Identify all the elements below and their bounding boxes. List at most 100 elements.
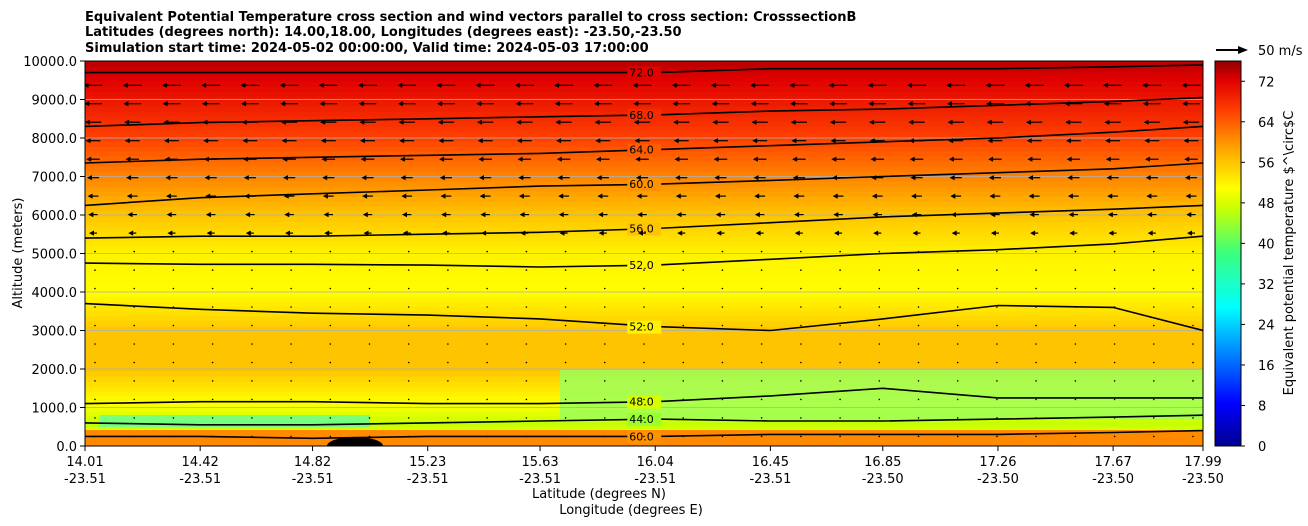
wind-vector (1035, 380, 1037, 382)
wind-vector-head (89, 230, 94, 236)
wind-vector (290, 343, 292, 345)
wind-vector-head (948, 138, 954, 144)
wind-vector-head (1024, 82, 1030, 88)
wind-vector (878, 269, 881, 271)
wind-vector (133, 287, 135, 290)
theta-e-band (85, 241, 1203, 247)
wind-vector-head (441, 212, 447, 218)
wind-vector (1113, 306, 1116, 308)
wind-vector-head (673, 119, 679, 125)
wind-vector (447, 250, 449, 253)
wind-vector-head (1065, 138, 1071, 144)
wind-vector-head (165, 175, 171, 181)
wind-vector-head (635, 175, 641, 181)
wind-vector-head (1066, 156, 1072, 162)
wind-vector-head (754, 193, 760, 199)
wind-vector (251, 250, 253, 253)
wind-vector (133, 417, 135, 419)
wind-vector-head (519, 212, 525, 218)
wind-vector (604, 398, 606, 401)
wind-vector (917, 435, 920, 438)
wind-vector-head (321, 156, 327, 162)
wind-vector (760, 380, 763, 382)
colorbar-tick-label: 24 (1258, 318, 1275, 333)
wind-vector (486, 343, 488, 345)
wind-vector-head (947, 119, 953, 125)
wind-vector (172, 306, 175, 308)
wind-vector (447, 324, 449, 327)
wind-vector-head (244, 193, 250, 199)
wind-vector-head (1182, 101, 1188, 107)
wind-vector (94, 435, 96, 438)
wind-vector-head (1026, 119, 1031, 125)
wind-vector (447, 417, 449, 419)
wind-vector (643, 306, 645, 308)
wind-vector-head (598, 212, 604, 218)
wind-vector-head (324, 230, 330, 236)
wind-vector (329, 324, 332, 327)
wind-vector (329, 343, 332, 345)
wind-vector (604, 417, 606, 419)
wind-vector-head (437, 101, 443, 107)
wind-vector (956, 269, 959, 271)
wind-vector (486, 287, 488, 290)
wind-vector-head (517, 156, 523, 162)
wind-vector-head (987, 138, 993, 144)
wind-vector (133, 250, 135, 253)
wind-vector-head (556, 156, 562, 162)
wind-vector-head (1103, 82, 1108, 88)
wind-vector (643, 361, 645, 364)
theta-e-band (85, 96, 1203, 102)
wind-vector (368, 435, 371, 438)
low-green-layer-a (560, 370, 1203, 420)
wind-vector-head (986, 119, 992, 125)
wind-vector (1113, 435, 1116, 438)
wind-vector-head (1184, 156, 1190, 162)
theta-e-band (85, 161, 1203, 167)
wind-vector (1113, 324, 1116, 327)
wind-vector (839, 343, 841, 345)
wind-vector (133, 361, 135, 364)
y-tick-label: 0.0 (56, 440, 77, 455)
wind-vector (172, 361, 175, 364)
wind-vector-head (554, 101, 560, 107)
wind-vector-head (85, 82, 89, 88)
wind-vector (172, 398, 175, 401)
wind-vector (251, 324, 253, 327)
wind-vector (486, 269, 488, 271)
wind-vector (1153, 398, 1155, 401)
terrain-blob (327, 437, 383, 446)
wind-vector (1113, 398, 1116, 401)
wind-vector-head (520, 230, 526, 236)
wind-vector-head (1064, 101, 1070, 107)
wind-vector (643, 380, 645, 382)
wind-vector-head (1028, 193, 1034, 199)
wind-vector (172, 343, 175, 345)
wind-vector-head (909, 138, 914, 144)
wind-vector-head (1183, 138, 1189, 144)
wind-vector (1192, 306, 1194, 308)
wind-vector-head (438, 138, 444, 144)
y-axis: 0.0 1000.0 2000.0 3000.0 4000.0 5000.0 6000.0 7… (23, 55, 85, 455)
wind-vector (1074, 398, 1077, 401)
wind-vector (800, 361, 802, 364)
wind-vector (486, 398, 488, 401)
wind-vector (956, 435, 959, 438)
wind-vector (1192, 324, 1194, 327)
wind-vector (564, 343, 567, 345)
wind-vector (525, 269, 528, 271)
y-tick-label: 8000.0 (32, 132, 78, 147)
theta-e-band (85, 196, 1203, 202)
wind-vector-head (480, 212, 486, 218)
wind-vector (643, 324, 645, 327)
wind-vector-head (363, 230, 369, 236)
wind-vector (368, 398, 371, 401)
theta-e-band (85, 106, 1203, 112)
wind-vector (1153, 269, 1155, 271)
wind-vector-head (436, 82, 442, 88)
wind-vector-head (554, 82, 559, 88)
wind-vector (604, 435, 606, 438)
wind-vector-head (402, 212, 407, 218)
wind-vector (211, 250, 214, 253)
wind-vector-head (911, 212, 917, 218)
